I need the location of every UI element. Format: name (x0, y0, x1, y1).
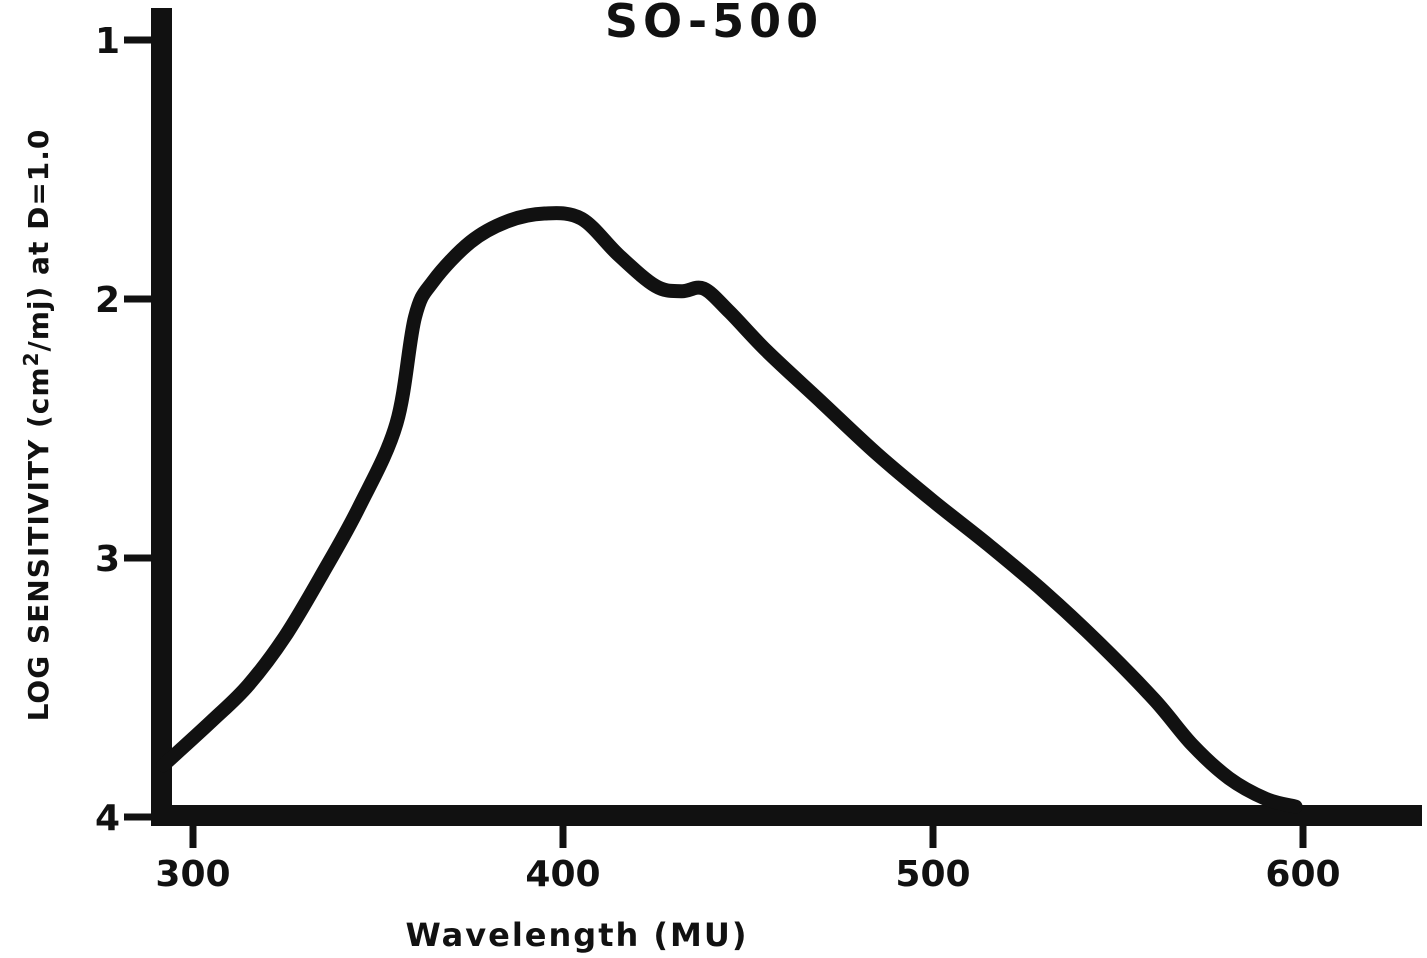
x-tick-label: 300 (155, 854, 230, 895)
y-tick-label: 2 (95, 280, 120, 321)
y-tick-label: 1 (95, 21, 120, 62)
x-tick-mark (929, 820, 937, 848)
y-axis-title-suffix: /mj) at D=1.0 (22, 129, 55, 352)
y-axis-title: LOG SENSITIVITY (cm2/mj) at D=1.0 (19, 129, 55, 722)
x-tick-label: 400 (525, 854, 600, 895)
x-axis-line (151, 805, 1422, 826)
y-tick-mark (124, 813, 154, 821)
y-axis-title-prefix: LOG SENSITIVITY (cm (22, 366, 55, 721)
series-line (156, 206, 1303, 814)
x-tick-mark (1299, 820, 1307, 848)
x-tick-label: 600 (1265, 854, 1340, 895)
y-tick-mark (124, 295, 154, 303)
x-axis-title: Wavelength (MU) (406, 916, 749, 954)
y-tick-label: 4 (95, 798, 120, 839)
y-tick-mark (124, 36, 154, 44)
y-tick-mark (124, 554, 154, 562)
y-tick-label: 3 (95, 539, 120, 580)
x-tick-mark (189, 820, 197, 848)
y-axis-title-superscript: 2 (19, 351, 43, 366)
x-tick-mark (559, 820, 567, 848)
y-axis-line (151, 8, 172, 822)
chart-title: SO-500 (605, 0, 823, 48)
x-tick-label: 500 (895, 854, 970, 895)
